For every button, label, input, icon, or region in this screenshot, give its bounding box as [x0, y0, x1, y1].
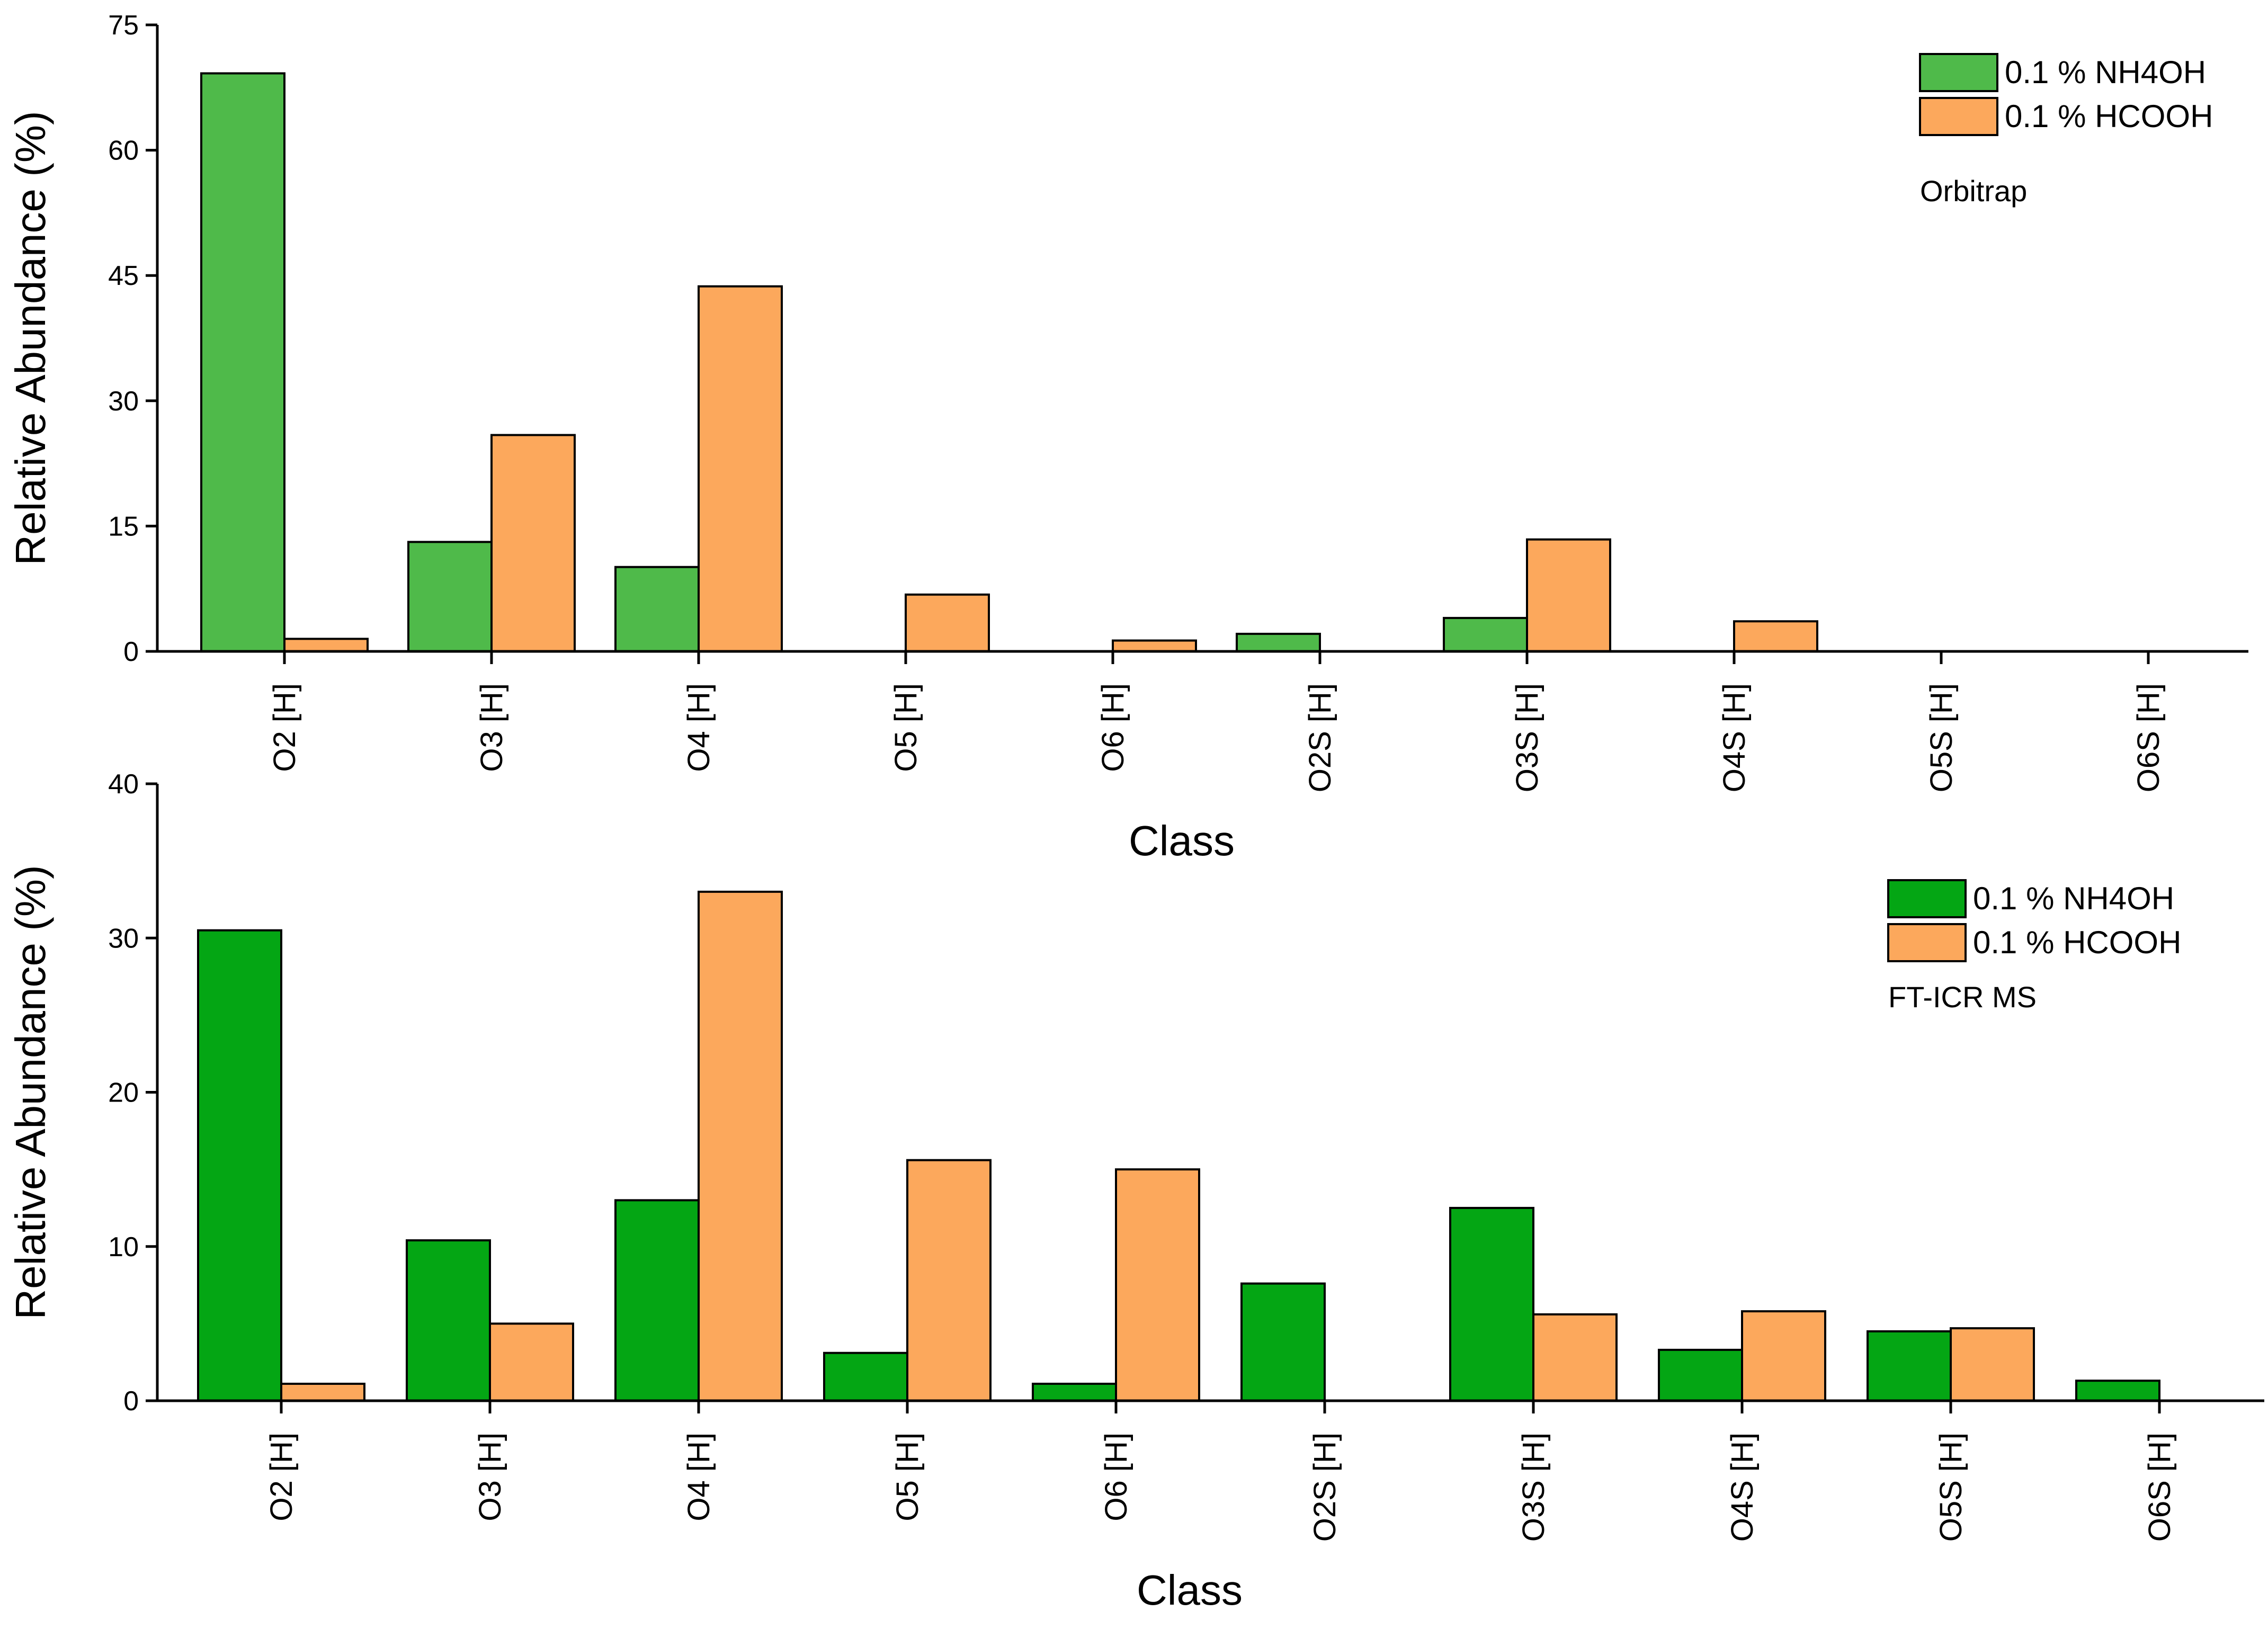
- fticr-chart-panel: 0 10 20 30 40 O2 [H] O3 [H] O4 [H] O5 [H] O6 [H] O…: [7, 769, 2264, 1614]
- bar-hcooh-0: [283, 638, 369, 652]
- bar-hcooh-6: [1526, 538, 1611, 652]
- x-category-label: O6 [H]: [1099, 1433, 1133, 1521]
- legend-swatch-1: [1887, 923, 1967, 962]
- bar-nh4oh-5: [1240, 1282, 1326, 1402]
- x-category-label: O2S [H]: [1308, 1433, 1342, 1542]
- y-tick-label: 60: [108, 136, 139, 166]
- y-tick-label: 20: [108, 1078, 139, 1108]
- x-category-label: O4 [H]: [682, 1433, 716, 1521]
- bar-hcooh-3: [906, 1159, 992, 1402]
- y-axis-title: Relative Abundance (%): [7, 865, 54, 1319]
- x-category-label: O2S [H]: [1303, 683, 1337, 792]
- y-tick-label: 15: [108, 511, 139, 542]
- y-tick-label: 45: [108, 261, 139, 291]
- bar-nh4oh-0: [200, 72, 285, 652]
- bar-nh4oh-6: [1443, 616, 1528, 652]
- bar-nh4oh-2: [614, 566, 700, 652]
- bar-nh4oh-4: [1032, 1382, 1117, 1402]
- x-category-label: O5S [H]: [1924, 683, 1959, 792]
- y-tick-label: 75: [108, 10, 139, 41]
- bar-nh4oh-6: [1449, 1206, 1534, 1402]
- bar-nh4oh-9: [2075, 1380, 2160, 1402]
- x-category-label: O5 [H]: [890, 1433, 925, 1521]
- bar-hcooh-2: [698, 285, 783, 652]
- x-axis-title: Class: [1129, 817, 1235, 864]
- instrument-label: Orbitrap: [1920, 174, 2027, 208]
- x-category-label: O5S [H]: [1934, 1433, 1968, 1542]
- x-category-label: O3 [H]: [475, 683, 509, 772]
- y-tick-label: 0: [123, 1386, 139, 1417]
- bar-hcooh-4: [1115, 1168, 1200, 1402]
- y-tick-label: 40: [108, 769, 139, 800]
- bar-nh4oh-2: [614, 1199, 700, 1402]
- legend-swatch-1: [1919, 97, 1998, 136]
- x-category-label: O6S [H]: [2142, 1433, 2177, 1542]
- x-category-label: O6S [H]: [2131, 683, 2166, 792]
- instrument-label: FT-ICR MS: [1888, 980, 2037, 1014]
- x-category-label: O4S [H]: [1717, 683, 1752, 792]
- y-tick-label: 0: [123, 637, 139, 667]
- legend-swatch-0: [1887, 879, 1967, 918]
- bar-nh4oh-5: [1236, 632, 1321, 652]
- bar-hcooh-1: [489, 1322, 574, 1402]
- x-axis-title: Class: [1137, 1567, 1243, 1614]
- bar-hcooh-6: [1532, 1313, 1618, 1402]
- legend-label-1: 0.1 % HCOOH: [1973, 925, 2181, 960]
- orbitrap-chart-panel: 0 15 30 45 60 75 O2 [H] O3 [H] O4 [H] O5 [H] O6 [H…: [7, 10, 2248, 864]
- x-category-label: O4 [H]: [682, 683, 716, 772]
- bar-hcooh-3: [905, 593, 990, 652]
- x-category-label: O3S [H]: [1510, 683, 1544, 792]
- y-tick-label: 30: [108, 923, 139, 954]
- bar-hcooh-7: [1733, 620, 1818, 652]
- bar-hcooh-1: [490, 434, 576, 652]
- y-tick-label: 30: [108, 386, 139, 417]
- x-category-label: O5 [H]: [889, 683, 923, 772]
- legend-swatch-0: [1919, 53, 1998, 92]
- bar-nh4oh-1: [407, 541, 493, 652]
- x-category-label: O2 [H]: [267, 683, 302, 772]
- bar-nh4oh-8: [1867, 1330, 1952, 1402]
- legend-label-0: 0.1 % NH4OH: [2005, 55, 2206, 90]
- bar-nh4oh-3: [823, 1351, 908, 1402]
- bar-hcooh-8: [1950, 1327, 2035, 1402]
- x-category-label: O4S [H]: [1725, 1433, 1760, 1542]
- x-category-label: O3 [H]: [473, 1433, 507, 1521]
- bar-nh4oh-0: [197, 929, 282, 1402]
- x-category-label: O2 [H]: [264, 1433, 299, 1521]
- legend-label-0: 0.1 % NH4OH: [1973, 881, 2174, 916]
- x-category-label: O3S [H]: [1516, 1433, 1551, 1542]
- x-category-label: O6 [H]: [1096, 683, 1130, 772]
- bar-nh4oh-7: [1658, 1348, 1743, 1402]
- y-axis-title: Relative Abundance (%): [7, 111, 54, 565]
- y-tick-label: 10: [108, 1232, 139, 1263]
- bar-nh4oh-1: [406, 1239, 491, 1402]
- legend-label-1: 0.1 % HCOOH: [2005, 99, 2213, 134]
- bar-hcooh-4: [1112, 639, 1197, 652]
- bar-hcooh-0: [280, 1382, 365, 1402]
- bar-hcooh-2: [698, 890, 783, 1402]
- bar-hcooh-7: [1741, 1310, 1826, 1402]
